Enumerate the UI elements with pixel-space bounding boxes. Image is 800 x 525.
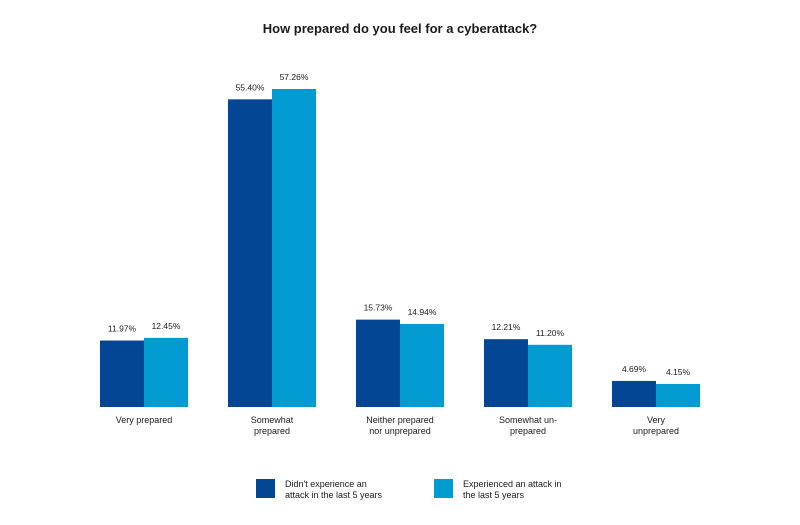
bar-series1-cat5	[612, 380, 656, 407]
legend-swatch-no-attack	[256, 479, 275, 498]
bar-series2-cat1	[144, 337, 188, 407]
bar-series2-cat2	[272, 89, 316, 407]
legend-label-no-attack-line1: Didn't experience an	[285, 479, 367, 489]
data-label-series1-cat1: 11.97%	[108, 324, 137, 334]
data-label-series2-cat4: 11.20%	[536, 328, 565, 338]
legend-label-attack-line2: the last 5 years	[463, 490, 525, 500]
bar-series1-cat1	[100, 340, 144, 407]
category-label-3-line1: Neither prepared	[366, 415, 434, 425]
data-label-series1-cat4: 12.21%	[492, 322, 521, 332]
data-label-series1-cat5: 4.69%	[622, 364, 647, 374]
category-label-4-line2: prepared	[510, 426, 546, 436]
legend-label-attack-line1: Experienced an attack in	[463, 479, 562, 489]
legend-label-no-attack-line2: attack in the last 5 years	[285, 490, 383, 500]
bar-series2-cat3	[400, 324, 444, 407]
legend-item-attack: Experienced an attack in the last 5 year…	[434, 479, 575, 501]
bar-series2-cat4	[528, 344, 572, 407]
chart-legend: Didn't experience an attack in the last …	[256, 479, 575, 501]
category-label-4-line1: Somewhat un-	[499, 415, 557, 425]
category-label-3-line2: nor unprepared	[369, 426, 431, 436]
bar-series1-cat2	[228, 99, 272, 408]
data-label-series2-cat1: 12.45%	[152, 321, 181, 331]
data-label-series1-cat2: 55.40%	[236, 82, 265, 92]
legend-swatch-attack	[434, 479, 453, 498]
data-label-series2-cat2: 57.26%	[280, 72, 309, 82]
category-label-2-line1: Somewhat	[251, 415, 294, 425]
category-label-5-line1: Very	[647, 415, 666, 425]
chart-plot-area: 11.97% 12.45% Very prepared 55.40% 57.26% Som…	[100, 72, 700, 436]
data-label-series2-cat3: 14.94%	[408, 307, 437, 317]
category-label-2-line2: prepared	[254, 426, 290, 436]
bar-series1-cat4	[484, 339, 528, 407]
legend-label-no-attack: Didn't experience an attack in the last …	[285, 479, 397, 501]
data-label-series1-cat3: 15.73%	[364, 303, 393, 313]
bar-series2-cat5	[656, 383, 700, 407]
legend-item-no-attack: Didn't experience an attack in the last …	[256, 479, 397, 501]
data-label-series2-cat5: 4.15%	[666, 367, 691, 377]
category-label-1-line1: Very prepared	[116, 415, 173, 425]
chart-title: How prepared do you feel for a cyberatta…	[262, 21, 538, 36]
legend-label-attack: Experienced an attack in the last 5 year…	[463, 479, 575, 501]
category-label-5-line2: unprepared	[633, 426, 679, 436]
bar-series1-cat3	[356, 319, 400, 407]
